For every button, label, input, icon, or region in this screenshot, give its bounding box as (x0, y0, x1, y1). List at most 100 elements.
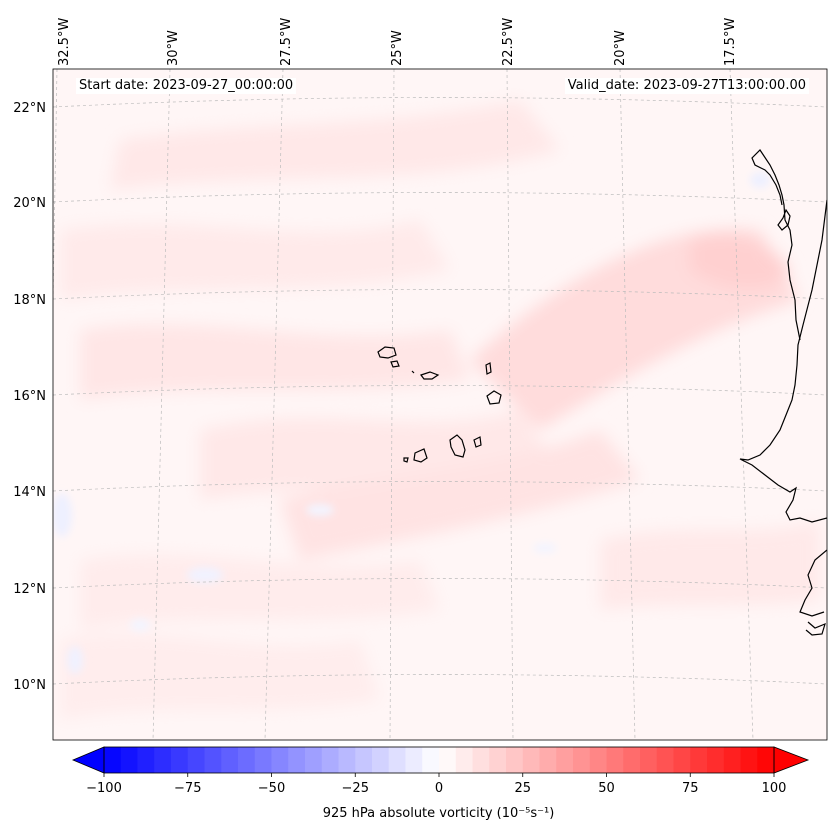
lat-label-1: 20°N (13, 196, 46, 211)
lon-label-6: 17.5°W (723, 18, 738, 66)
colorbar-segment (723, 747, 742, 773)
colorbar-segment (388, 747, 407, 773)
lon-label-5: 20°W (613, 30, 628, 66)
lat-label-0: 22°N (13, 101, 46, 116)
cape-verde-santa-luzia (411, 370, 415, 374)
colorbar-segment (573, 747, 591, 773)
colorbar-tick-label: 75 (682, 781, 699, 796)
colorbar-max-arrow (773, 746, 810, 774)
map-frame (52, 68, 828, 741)
colorbar-segment (455, 747, 474, 773)
lat-label-3: 16°N (13, 389, 46, 404)
colorbar-segment (606, 747, 624, 773)
colorbar-tick-label: 50 (598, 781, 615, 796)
positive-vorticity-bands (60, 100, 820, 720)
colorbar-segment (656, 747, 675, 773)
colorbar-segment (355, 747, 373, 773)
lon-label-1: 30°W (166, 30, 181, 66)
colorbar-tick-label: 100 (762, 781, 787, 796)
gridline-lon-20w (619, 69, 636, 740)
colorbar-segment (254, 747, 273, 773)
start-date-label: Start date: 2023-09-27_00:00:00 (76, 78, 297, 94)
cape-verde-fogo (413, 448, 428, 463)
colorbar-segment (757, 747, 775, 773)
colorbar-min-arrow (71, 746, 105, 774)
colorbar-tick-label: 0 (435, 781, 443, 796)
lat-label-6: 10°N (13, 678, 46, 693)
africa-coastline (739, 199, 827, 636)
colorbar-tick-label: 25 (514, 781, 531, 796)
gridline-lat-12n (53, 578, 827, 589)
colorbar-segment (740, 747, 758, 773)
colorbar-segment (305, 747, 323, 773)
gridline-lat-14n (53, 481, 827, 492)
colorbar-segment (321, 747, 340, 773)
colorbar-segment (238, 747, 256, 773)
colorbar: −100 −75 −50 −25 0 25 50 75 100 (71, 746, 810, 796)
colorbar-segment (522, 747, 541, 773)
colorbar-tick-label: −50 (258, 781, 285, 796)
cape-verde-sal (485, 362, 492, 375)
gridline-lat-20n (53, 192, 827, 203)
colorbar-tick-label: −25 (342, 781, 369, 796)
colorbar-segment (707, 747, 725, 773)
cape-verde-sao-vicente (390, 360, 400, 368)
gridline-lat-16n (53, 385, 827, 396)
lat-label-5: 12°N (13, 582, 46, 597)
gridline-lon-30w (152, 69, 171, 740)
cape-verde-boa-vista (486, 390, 502, 405)
colorbar-segment (506, 747, 524, 773)
coastlines (377, 149, 827, 636)
vorticity-field (53, 69, 827, 740)
lon-label-3: 25°W (390, 30, 405, 66)
gridline-lon-25w (389, 69, 395, 740)
colorbar-segment (405, 747, 423, 773)
colorbar-segments (104, 747, 775, 773)
lon-label-4: 22.5°W (501, 18, 516, 66)
colorbar-segment (221, 747, 239, 773)
cape-verde-brava (403, 457, 409, 463)
lon-label-2: 27.5°W (279, 18, 294, 66)
colorbar-segment (640, 747, 658, 773)
colorbar-segment (673, 747, 691, 773)
gridline-lon-27-5w (264, 69, 284, 740)
lat-label-2: 18°N (13, 293, 46, 308)
colorbar-segment (338, 747, 356, 773)
gridline-lon-32-5w (53, 69, 58, 301)
gridline-lon-17-5w (729, 69, 754, 740)
latitude-labels: 22°N 20°N 18°N 16°N 14°N 12°N 10°N (13, 101, 46, 693)
lon-label-0: 32.5°W (57, 18, 72, 66)
cape-verde-santo-antao (377, 346, 397, 359)
lat-label-4: 14°N (13, 485, 46, 500)
colorbar-segment (104, 747, 122, 773)
cape-verde-sao-nicolau (420, 371, 440, 380)
colorbar-segment (171, 747, 189, 773)
gridline-lat-18n (53, 289, 827, 300)
colorbar-segment (422, 747, 440, 773)
valid-date-label: Valid_date: 2023-09-27T13:00:00.00 (564, 78, 809, 94)
negative-vorticity-patches (53, 172, 770, 674)
colorbar-tick-label: −100 (86, 781, 122, 796)
colorbar-title: 925 hPa absolute vorticity (10⁻⁵s⁻¹) (322, 806, 555, 821)
colorbar-segment (472, 747, 490, 773)
colorbar-segment (288, 747, 306, 773)
longitude-labels: 32.5°W 30°W 27.5°W 25°W 22.5°W 20°W 17.5… (57, 18, 738, 66)
gridline-lat-22n (53, 97, 827, 108)
gridline-lon-22-5w (506, 69, 514, 740)
colorbar-segment (271, 747, 289, 773)
colorbar-ticks: −100 −75 −50 −25 0 25 50 75 100 (86, 773, 786, 796)
colorbar-segment (489, 747, 507, 773)
colorbar-segment (539, 747, 557, 773)
colorbar-segment (589, 747, 608, 773)
colorbar-segment (372, 747, 390, 773)
cape-verde-maio (473, 436, 482, 448)
colorbar-segment (204, 747, 222, 773)
colorbar-segment (137, 747, 155, 773)
colorbar-tick-label: −75 (174, 781, 201, 796)
colorbar-segment (556, 747, 574, 773)
colorbar-segment (187, 747, 206, 773)
gridline-lat-10n (53, 674, 827, 685)
colorbar-segment (154, 747, 172, 773)
cape-verde-santiago (449, 434, 466, 458)
